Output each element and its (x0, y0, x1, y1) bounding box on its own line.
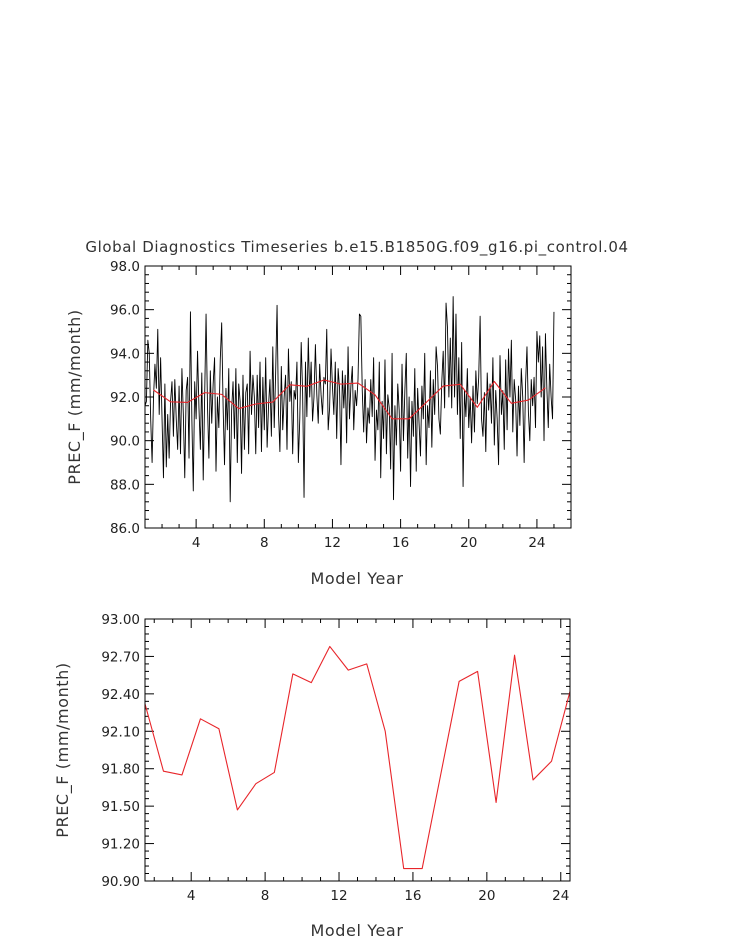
top-y-tick-label: 88.0 (110, 477, 140, 493)
bottom-x-axis-label: Model Year (311, 921, 404, 940)
bottom-annual-mean-line (144, 645, 571, 870)
bottom-y-tick-label: 92.10 (101, 724, 140, 740)
bottom-chart: Model Year PREC_F (mm/month) 90.9091.209… (53, 612, 571, 940)
top-x-axis-label: Model Year (311, 569, 404, 588)
top-axis-ticks: 86.0 88.0 90.0 92.0 94.0 96.0 98.0 4 8 12 16 20 24 (110, 259, 572, 551)
bottom-y-tick-label: 92.40 (101, 687, 140, 703)
top-y-tick-label: 92.0 (110, 390, 140, 406)
bottom-y-tick-label: 92.70 (101, 649, 140, 665)
top-x-tick-label: 4 (192, 535, 201, 551)
bottom-x-tick-label: 16 (404, 888, 421, 904)
top-y-axis-label: PREC_F (mm/month) (65, 309, 85, 485)
bottom-plot-frame (144, 618, 571, 882)
bottom-x-tick-label: 8 (261, 888, 270, 904)
top-x-tick-label: 24 (528, 535, 545, 551)
top-y-tick-label: 86.0 (110, 521, 140, 537)
top-y-tick-label: 98.0 (110, 259, 140, 275)
bottom-y-axis-label: PREC_F (mm/month) (53, 662, 73, 838)
top-monthly-line (144, 296, 555, 503)
top-annual-mean-line (153, 379, 546, 420)
bottom-axis-ticks: 90.90 91.20 91.50 91.80 92.10 92.40 92.70 93.00… (101, 612, 570, 904)
chart-title: Global Diagnostics Timeseries b.e15.B185… (85, 238, 628, 257)
bottom-y-tick-label: 90.90 (101, 874, 140, 890)
top-plot-frame (144, 265, 572, 529)
bottom-y-tick-label: 91.20 (101, 837, 140, 853)
top-y-tick-label: 94.0 (110, 346, 140, 362)
top-x-tick-label: 12 (324, 535, 341, 551)
top-x-tick-label: 16 (392, 535, 409, 551)
bottom-x-tick-label: 12 (330, 888, 347, 904)
bottom-x-tick-label: 24 (552, 888, 569, 904)
bottom-y-tick-label: 91.80 (101, 762, 140, 778)
top-chart: Global Diagnostics Timeseries b.e15.B185… (65, 238, 628, 588)
top-x-tick-label: 20 (460, 535, 477, 551)
bottom-y-tick-label: 91.50 (101, 799, 140, 815)
top-y-tick-label: 90.0 (110, 434, 140, 450)
top-series-group (144, 296, 555, 503)
bottom-y-tick-label: 93.00 (101, 612, 140, 628)
top-x-tick-label: 8 (260, 535, 269, 551)
bottom-x-tick-label: 4 (187, 888, 196, 904)
bottom-x-tick-label: 20 (478, 888, 495, 904)
top-y-tick-label: 96.0 (110, 303, 140, 319)
bottom-series-group (144, 645, 571, 870)
